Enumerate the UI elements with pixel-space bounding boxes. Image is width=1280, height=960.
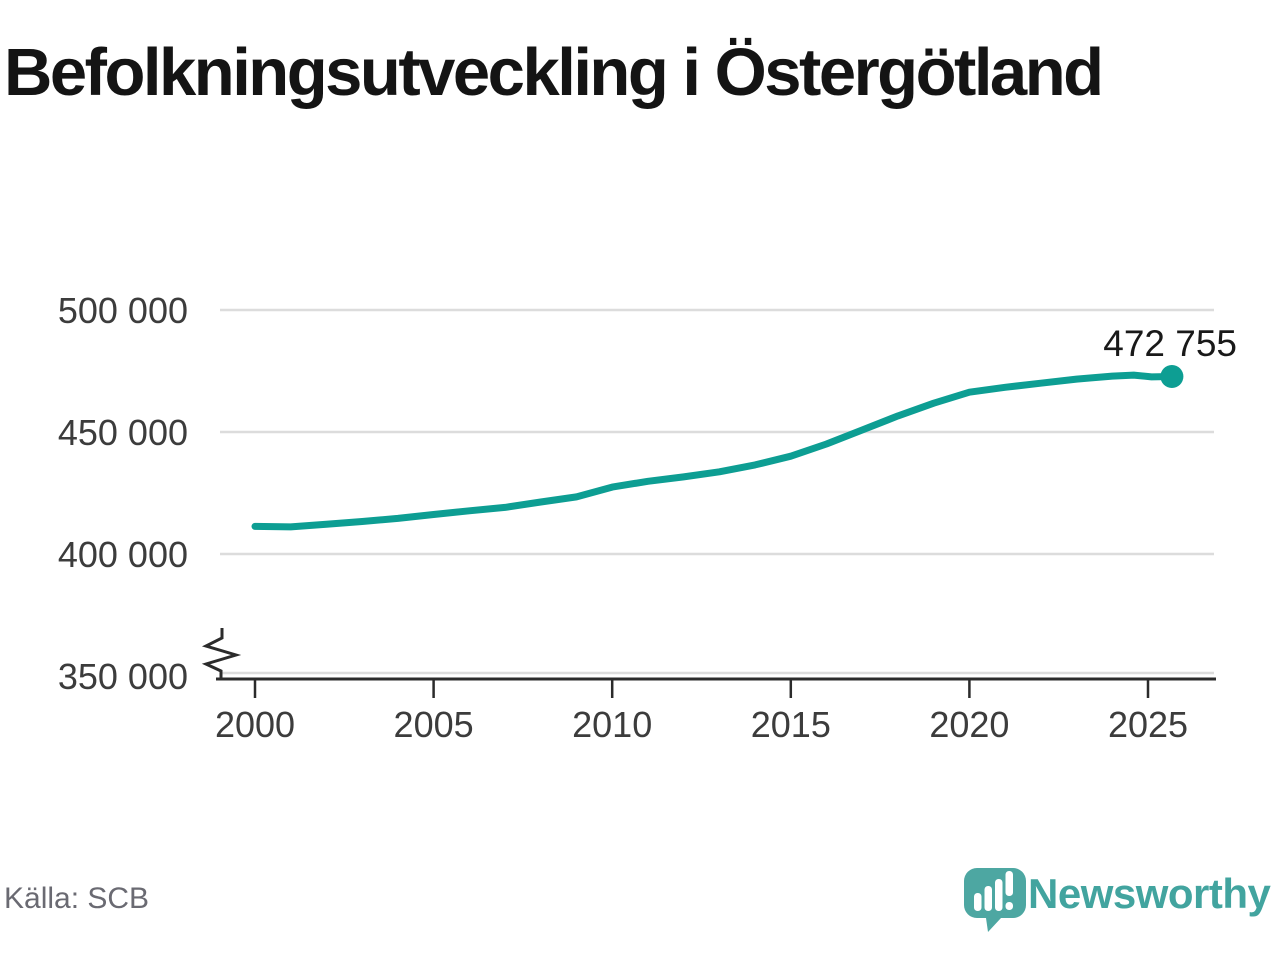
- newsworthy-logo-icon: [964, 868, 1026, 932]
- x-tick-label: 2005: [394, 704, 474, 745]
- newsworthy-logo: Newsworthy: [960, 856, 1276, 936]
- newsworthy-wordmark: Newsworthy: [1028, 870, 1271, 917]
- y-tick-label: 500 000: [58, 290, 188, 331]
- gridlines: [220, 308, 1214, 675]
- population-line: [251, 371, 1176, 531]
- exclamation-bar-icon: [1005, 871, 1013, 896]
- y-tick-label: 350 000: [58, 656, 188, 697]
- bar-icon-large: [995, 879, 1003, 911]
- x-tick-label: 2020: [929, 704, 1009, 745]
- y-axis-break-icon: [201, 628, 242, 678]
- latest-value-label: 472 755: [1103, 323, 1237, 364]
- y-tick-label: 400 000: [58, 534, 188, 575]
- x-tick-label: 2000: [215, 704, 295, 745]
- y-tick-label: 450 000: [58, 412, 188, 453]
- x-axis-labels: 2000 2005 2010 2015 2020 2025: [215, 704, 1188, 745]
- bar-icon-small: [974, 893, 982, 911]
- x-axis-ticks: [253, 680, 1150, 698]
- x-tick-label: 2025: [1108, 704, 1188, 745]
- exclamation-dot-icon: [1005, 902, 1013, 910]
- chart-title: Befolkningsutveckling i Östergötland: [4, 35, 1104, 110]
- x-tick-label: 2010: [572, 704, 652, 745]
- source-note: Källa: SCB: [4, 882, 150, 915]
- bar-icon-medium: [984, 886, 992, 911]
- latest-point-marker: [1160, 365, 1184, 388]
- y-axis-labels: 350 000 400 000 450 000 500 000: [58, 290, 188, 697]
- x-tick-label: 2015: [751, 704, 831, 745]
